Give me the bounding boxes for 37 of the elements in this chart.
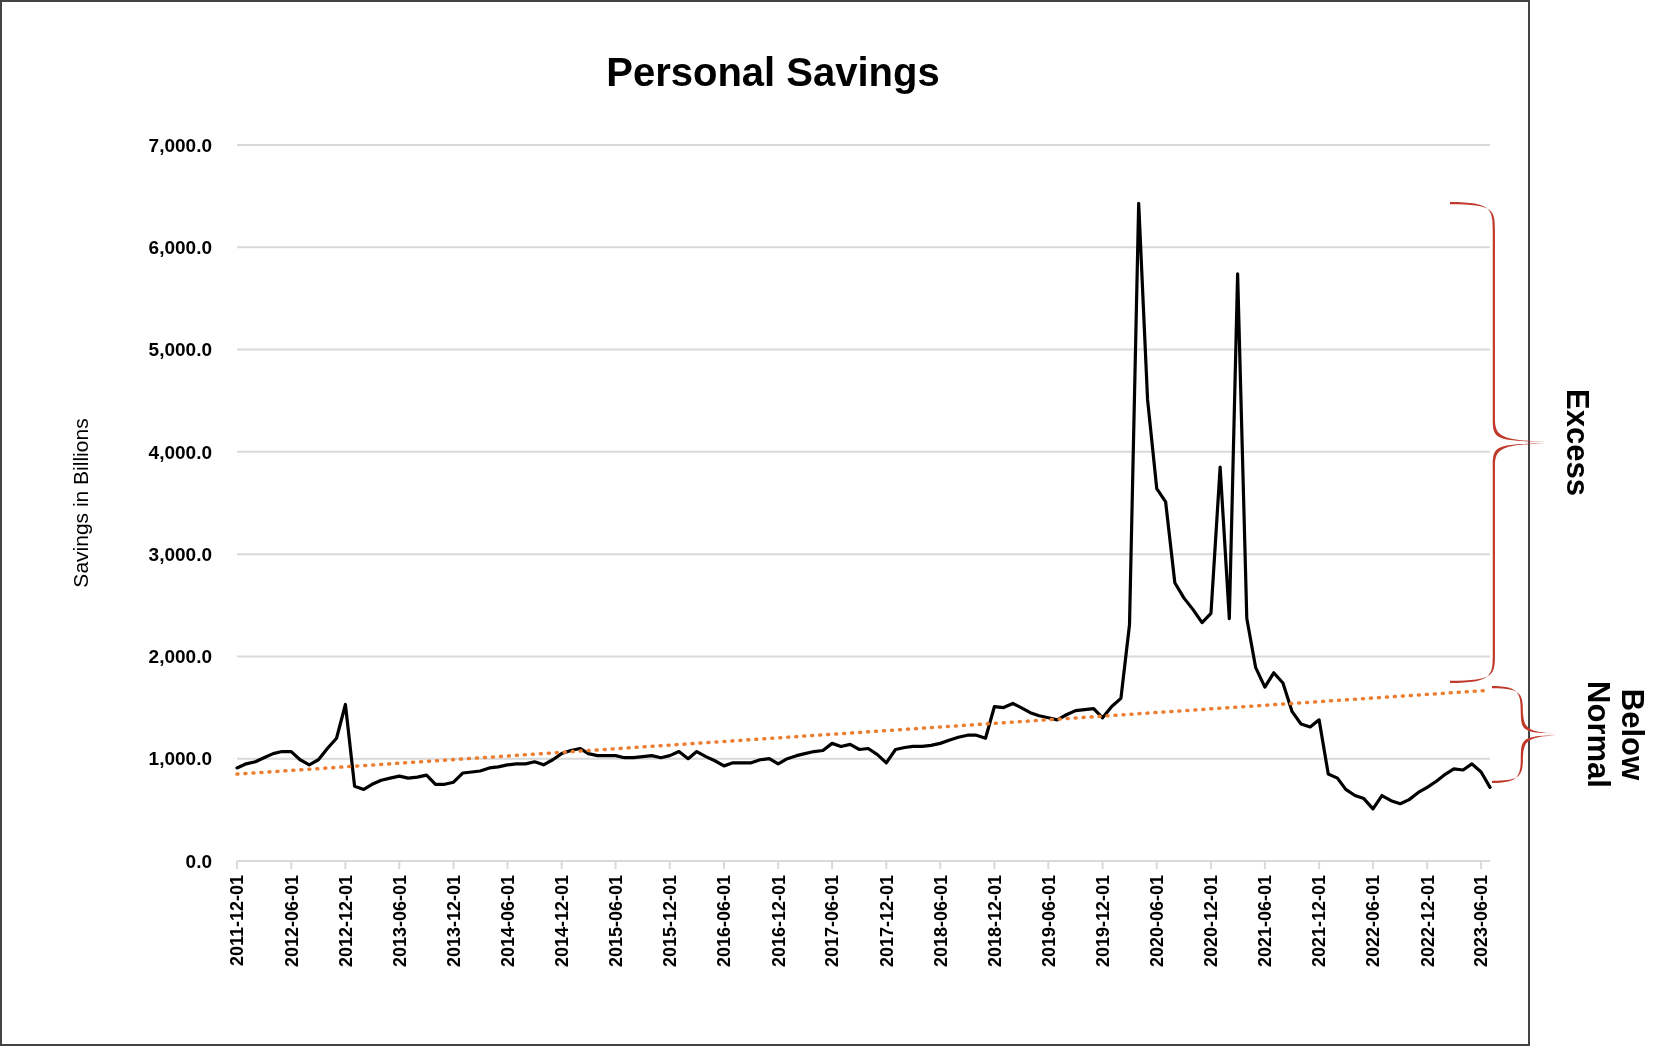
x-tick-label: 2017-06-01 [822,875,843,968]
x-tick-label: 2022-12-01 [1417,875,1438,968]
x-tick-label: 2019-06-01 [1038,875,1059,968]
x-tick-label: 2012-06-01 [281,875,302,968]
line-series [235,201,1492,811]
x-tick-label: 2019-12-01 [1092,875,1113,968]
x-tick-label: 2020-12-01 [1201,875,1222,968]
x-tick-label: 2020-06-01 [1147,875,1168,968]
x-tick-label: 2021-06-01 [1255,875,1276,968]
x-tick-label: 2017-12-01 [876,875,897,968]
x-tick-label: 2015-12-01 [660,875,681,968]
y-tick-label: 4,000.0 [148,441,212,463]
x-tick-label: 2014-06-01 [497,875,518,968]
x-tick-label: 2018-12-01 [984,875,1005,968]
y-tick-label: 0.0 [185,850,212,872]
y-tick-label: 2,000.0 [148,646,212,668]
x-tick-label: 2016-12-01 [768,875,789,968]
x-tick-label: 2014-12-01 [551,875,572,968]
x-tick-label: 2012-12-01 [335,875,356,968]
x-tick-label: 2011-12-01 [227,875,248,967]
x-tick-label: 2023-06-01 [1471,875,1492,968]
x-tick-label: 2018-06-01 [930,875,951,968]
y-tick-label: 5,000.0 [148,339,212,361]
y-tick-label: 1,000.0 [148,748,212,770]
x-tick-label: 2021-12-01 [1309,875,1330,968]
text: Below Normal [1581,681,1650,788]
y-tick-label: 6,000.0 [148,236,212,258]
x-tick-label: 2013-06-01 [389,875,410,968]
x-tick-label: 2015-06-01 [605,875,626,968]
y-axis-title: Savings in Billions [69,418,92,588]
x-tick-label: 2022-06-01 [1363,875,1384,968]
text: Excess [1560,389,1595,496]
chart-title: Personal Savings [606,50,940,94]
y-tick-label: 7,000.0 [148,134,212,156]
y-tick-label: 3,000.0 [148,543,212,565]
x-tick-label: 2016-06-01 [714,875,735,968]
x-tick-label: 2013-12-01 [443,875,464,968]
